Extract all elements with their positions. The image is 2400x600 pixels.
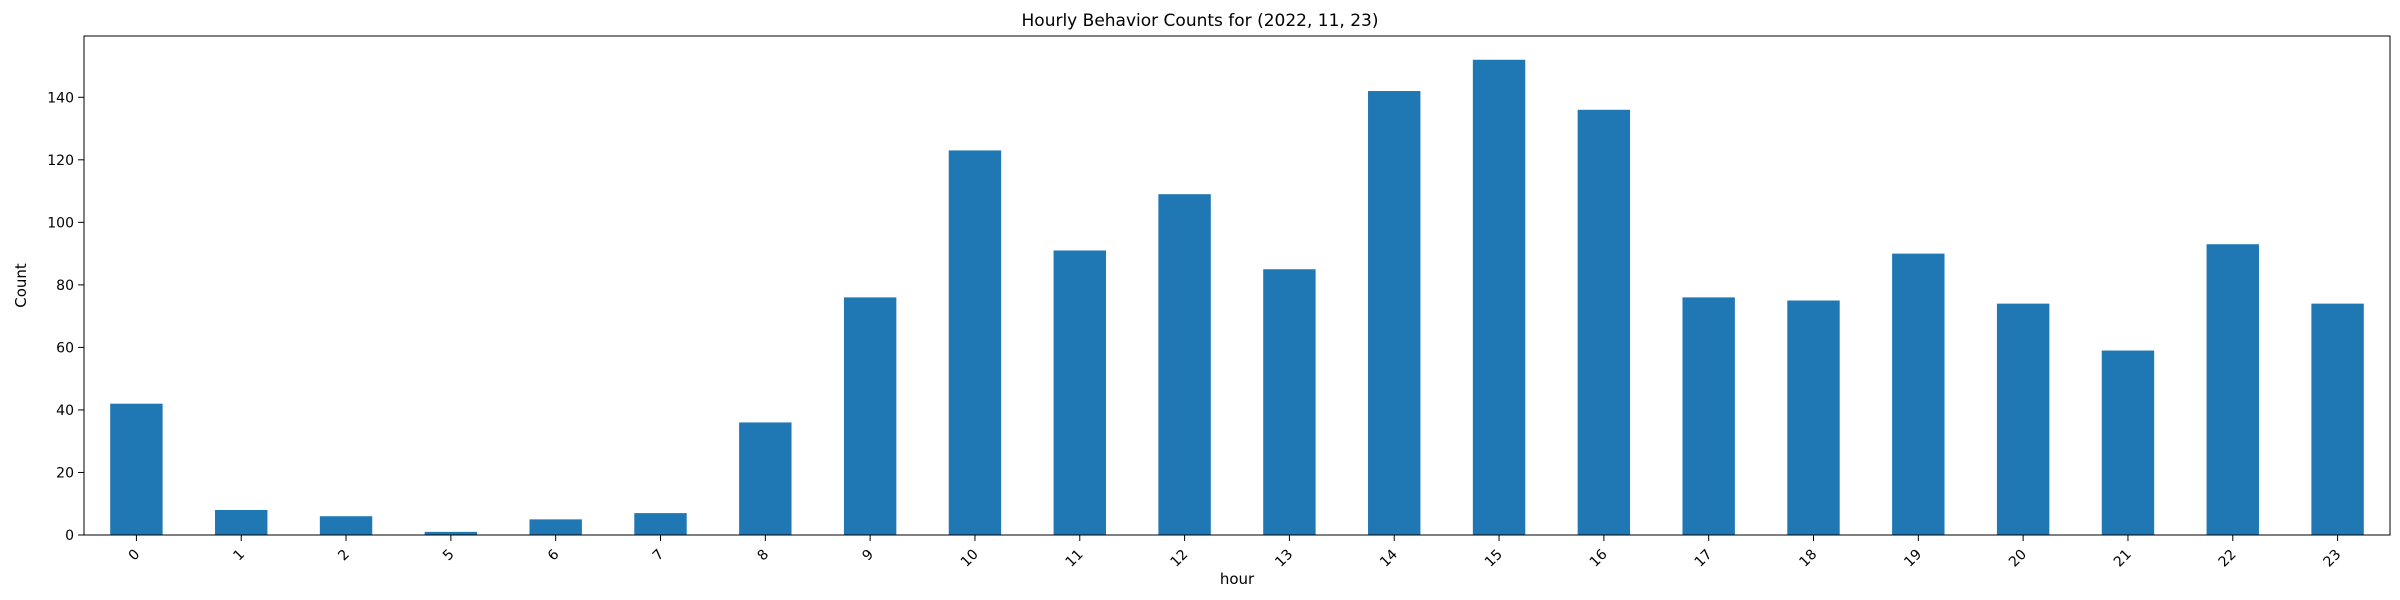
bar-hour-22 — [2206, 244, 2259, 536]
bar-hour-21 — [2101, 350, 2155, 535]
bar-hour-6 — [529, 519, 582, 535]
bar-hour-8 — [739, 422, 792, 535]
y-tick-label: 0 — [65, 528, 74, 544]
bar-hour-13 — [1263, 269, 1316, 535]
x-axis-ticks: 0 1 2 5 6 7 8 9 10 11 12 13 14 15 16 17 18 19 20 21 22 23 — [126, 535, 2344, 570]
y-tick-label: 120 — [47, 153, 74, 169]
bar-hour-20 — [1996, 303, 2050, 535]
bar-hour-15 — [1472, 59, 1526, 536]
plot-frame — [83, 35, 2391, 536]
y-tick-label: 80 — [56, 278, 74, 294]
bar-hour-14 — [1368, 91, 1421, 535]
y-tick-label: 60 — [56, 340, 74, 356]
bar-hour-2 — [319, 516, 373, 535]
bar-hour-11 — [1053, 250, 1106, 535]
bar-hour-0 — [110, 403, 163, 535]
bar-hour-9 — [843, 297, 897, 535]
bar-hour-5 — [424, 531, 478, 535]
bar-hour-23 — [2311, 303, 2364, 535]
y-axis-label: Count — [12, 263, 30, 308]
bar-hour-10 — [948, 150, 1002, 536]
x-axis-label: hour — [1220, 570, 1255, 588]
y-tick-label: 20 — [56, 465, 74, 481]
bar-hour-7 — [634, 513, 687, 535]
bar-hour-18 — [1787, 300, 1840, 535]
bar-hour-17 — [1682, 297, 1735, 535]
bar-hour-1 — [215, 509, 268, 535]
y-tick-label: 100 — [47, 215, 74, 231]
bars-group — [110, 59, 2364, 536]
bar-hour-12 — [1158, 194, 1211, 535]
y-tick-label: 140 — [47, 90, 74, 106]
y-tick-label: 40 — [56, 403, 74, 419]
chart-title: Hourly Behavior Counts for (2022, 11, 23… — [1022, 11, 1379, 31]
y-axis-ticks: 0 20 40 60 80 100 120 140 — [47, 90, 84, 544]
bar-hour-19 — [1892, 253, 1945, 536]
bar-hour-16 — [1577, 109, 1631, 536]
